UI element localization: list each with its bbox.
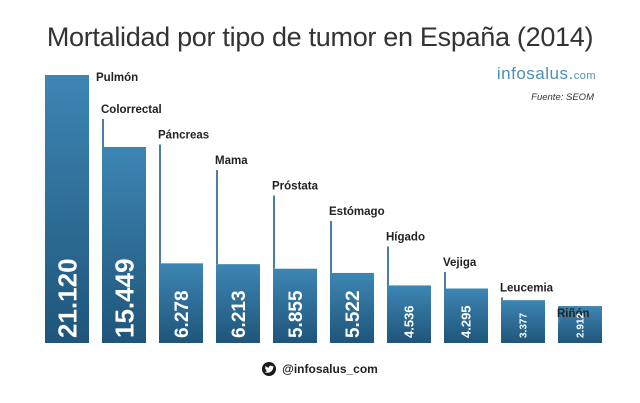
bar-8 [501,300,545,343]
value-label-4: 5.855 [286,290,307,338]
value-label-9: 2.912 [576,313,587,338]
chart-title: Mortalidad por tipo de tumor en España (… [46,22,594,52]
footer: @infosalus_com [0,362,640,376]
bar-3 [216,264,260,343]
category-label-8: Leucemia [500,283,554,295]
brand-logo[interactable]: infosalus.com [497,64,596,84]
bar-4 [273,268,317,343]
category-label-3: Mama [215,155,248,167]
category-label-4: Próstata [272,181,319,193]
category-label-9: Riñón [557,308,590,320]
category-label-7: Vejiga [443,257,477,269]
bar-9 [558,306,602,343]
value-label-5: 5.522 [343,290,364,338]
bar-6 [387,285,431,343]
brand-tld: com [573,70,596,82]
bar-1 [102,146,146,343]
category-label-1: Colorrectal [101,104,162,116]
value-label-2: 6.278 [172,290,193,338]
category-label-5: Estómago [329,206,385,218]
value-label-8: 3.377 [519,313,530,338]
bar-5 [330,272,374,343]
bar-2 [159,263,203,343]
twitter-handle[interactable]: @infosalus_com [282,362,378,376]
category-label-2: Páncreas [158,130,209,142]
category-label-0: Pulmón [96,72,138,84]
source-note: Fuente: SEOM [531,92,594,103]
brand-dot: . [568,64,574,83]
value-label-7: 4.295 [459,305,474,338]
value-label-3: 6.213 [229,290,250,338]
value-label-0: 21.120 [52,258,82,338]
twitter-icon[interactable] [262,362,277,376]
bar-7 [444,288,488,343]
value-label-1: 15.449 [109,258,139,338]
value-label-6: 4.536 [402,305,417,338]
category-label-6: Hígado [386,232,425,244]
bar-0 [45,75,89,343]
brand-name: infosalus [496,64,569,83]
